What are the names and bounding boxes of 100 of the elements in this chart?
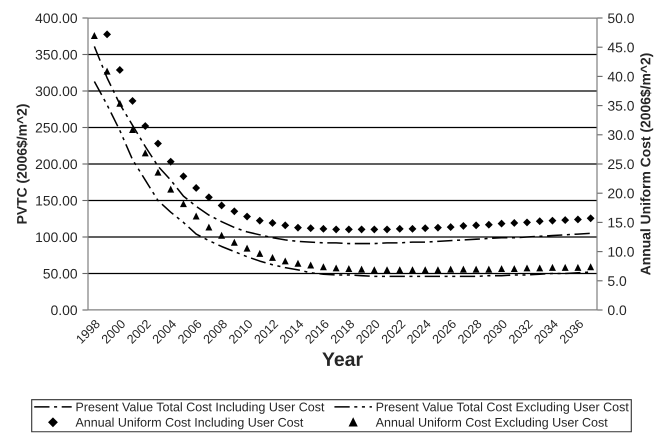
point (510, 265, 518, 272)
point (422, 266, 429, 274)
y2-tick-label: 40.0 (608, 72, 634, 82)
point (370, 225, 378, 234)
point (384, 266, 391, 274)
point (574, 216, 582, 224)
y2-tick-label: 0.0 (608, 305, 626, 316)
point (484, 220, 493, 229)
point (548, 264, 556, 271)
point (180, 200, 187, 208)
point (129, 126, 136, 134)
point (128, 97, 136, 105)
y-tick-label: 250.00 (36, 122, 78, 133)
y-tick-label: 0.00 (51, 305, 78, 316)
point (319, 224, 328, 233)
point (485, 266, 492, 273)
y2-tick-label: 35.0 (608, 100, 634, 111)
y-tick-label: 300.00 (36, 86, 78, 96)
point (167, 186, 174, 193)
point (192, 212, 200, 220)
point (344, 225, 353, 234)
point (409, 266, 416, 274)
point (383, 225, 391, 234)
point (562, 264, 569, 271)
legend-label: Annual Uniform Cost Including User Cost (75, 418, 304, 430)
legend-label: Present Value Total Cost Excluding User Cost (376, 402, 629, 414)
point (116, 66, 124, 74)
point (396, 224, 404, 233)
point (524, 264, 530, 272)
point (548, 216, 556, 225)
point (268, 219, 276, 227)
y-tick-label: 150.00 (36, 196, 78, 206)
y-tick-label: 350.00 (36, 50, 78, 60)
y2-axis-title: Annual Uniform Cost (2006$/m^2) (640, 53, 654, 275)
point (472, 221, 480, 230)
y-tick-label: 400.00 (35, 13, 78, 24)
y2-tick-label: 15.0 (608, 218, 634, 228)
y2-tick-label: 20.0 (608, 188, 634, 198)
y2-tick-label: 5.0 (608, 276, 626, 286)
point (282, 257, 289, 264)
y2-tick-label: 25.0 (608, 159, 634, 170)
y-tick-label: 50.00 (43, 268, 78, 279)
point (306, 224, 315, 232)
point (536, 217, 544, 226)
point (510, 219, 518, 227)
point (154, 168, 162, 176)
point (459, 222, 468, 230)
point (218, 202, 226, 210)
y-tick-label: 100.00 (36, 232, 78, 242)
point (498, 265, 506, 272)
point (574, 264, 582, 271)
point (396, 266, 404, 274)
y-axis-title: PVTC (2006$/m^2) (16, 104, 30, 224)
point (269, 254, 276, 261)
point (103, 30, 112, 38)
point (294, 224, 302, 232)
y2-tick-label: 45.0 (608, 42, 634, 52)
point (472, 266, 480, 273)
point (154, 140, 162, 148)
point (90, 32, 98, 39)
point (523, 218, 531, 226)
point (244, 244, 251, 252)
point (256, 250, 264, 257)
point (332, 264, 340, 272)
point (447, 266, 454, 273)
point (281, 221, 290, 230)
legend-label: Annual Uniform Cost Excluding User Cost (376, 418, 608, 430)
point (307, 262, 314, 269)
point (230, 207, 238, 216)
y-tick-label: 200.00 (36, 159, 78, 170)
point (587, 263, 594, 270)
y2-tick-label: 50.0 (608, 13, 634, 24)
point (204, 193, 213, 202)
point (205, 224, 212, 231)
point (243, 212, 251, 220)
point (358, 266, 366, 273)
point (358, 225, 366, 234)
point (370, 266, 378, 274)
point (561, 216, 570, 224)
point (256, 216, 264, 225)
point (320, 263, 327, 270)
point (586, 214, 595, 222)
point (408, 224, 416, 233)
point (421, 224, 430, 232)
point (192, 184, 200, 192)
legend-label: Present Value Total Cost Including User Cost (76, 402, 324, 414)
point (434, 224, 442, 232)
y2-tick-label: 10.0 (608, 246, 634, 257)
point (345, 265, 352, 272)
point (498, 220, 506, 228)
point (142, 149, 149, 156)
point (460, 266, 467, 273)
point (230, 238, 238, 246)
point (294, 260, 302, 267)
point (536, 264, 544, 272)
point (434, 266, 442, 274)
point (446, 223, 455, 231)
x-axis-title: Year (322, 352, 363, 366)
y2-tick-label: 30.0 (608, 130, 634, 140)
point (332, 225, 340, 234)
